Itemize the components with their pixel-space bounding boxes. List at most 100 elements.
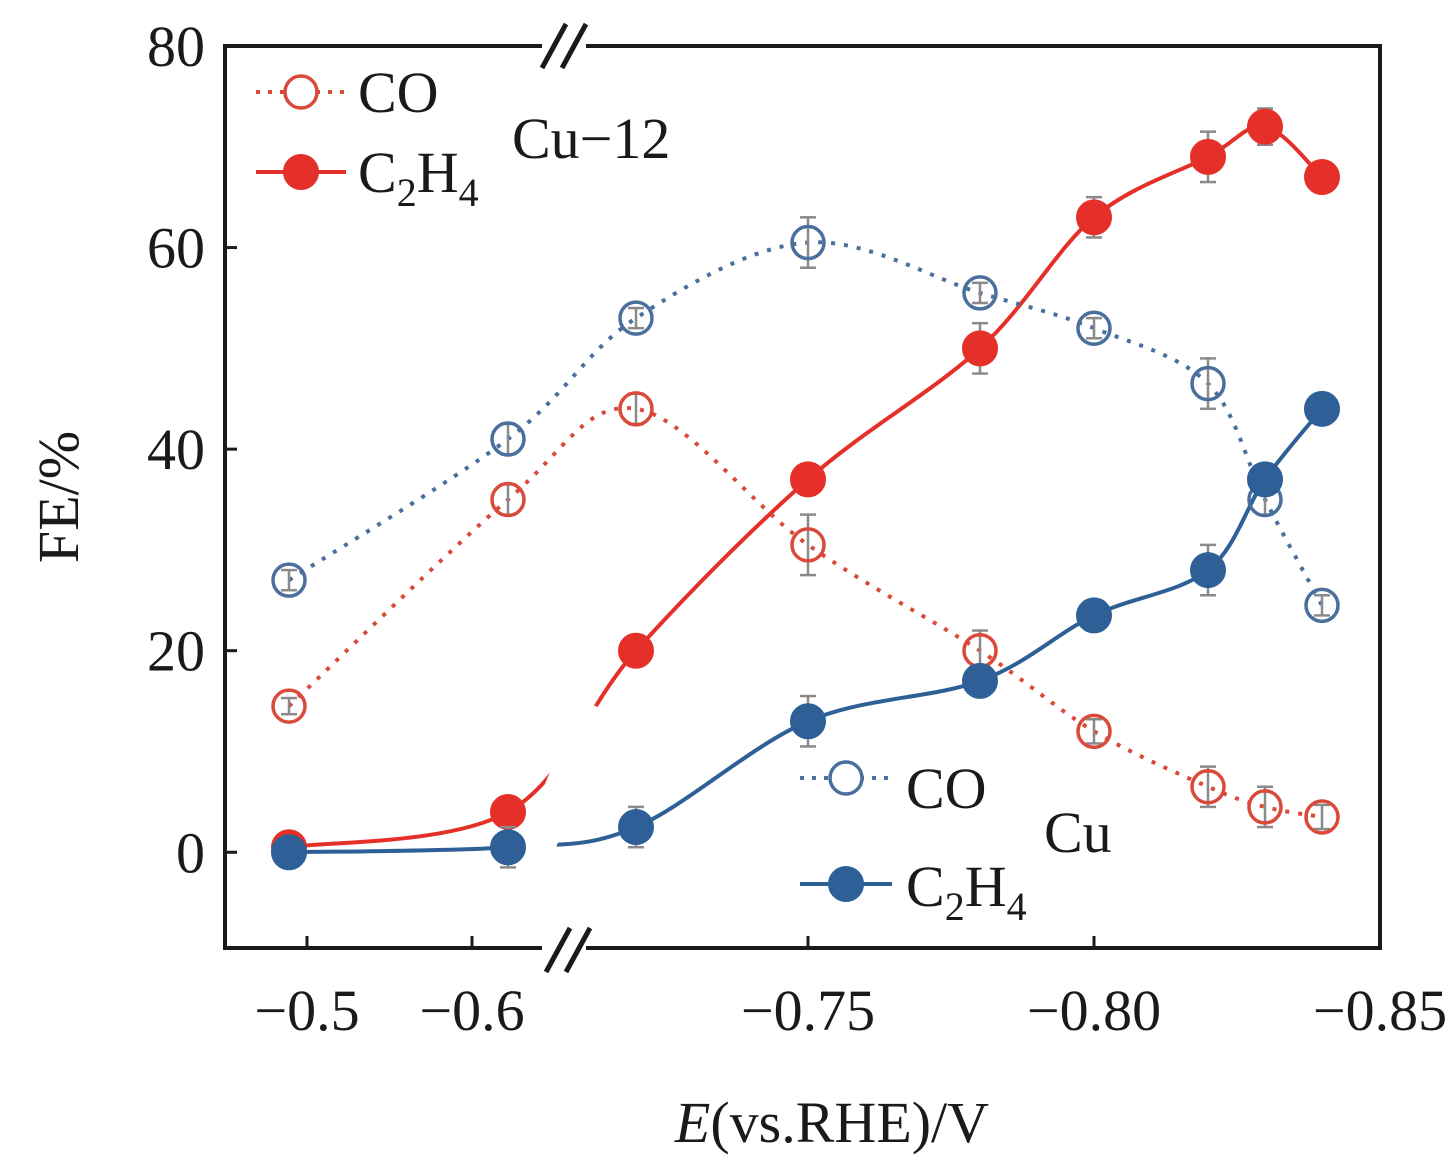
marker-filled [490,793,526,830]
marker-open [1304,799,1340,835]
series-0-point-0 [271,688,307,724]
marker-open [271,688,307,724]
top-axis-break-mark-left [539,22,569,70]
series-0-point-7 [1247,785,1283,829]
marker-filled [1190,552,1226,589]
axis-ticks [225,44,1096,948]
series-2-point-6 [1190,357,1226,411]
x-tick-label-0: −0.5 [254,978,359,1043]
marker-open [1190,365,1226,402]
series-3-point-2 [618,805,654,849]
series-1-point-1 [490,793,526,830]
marker-filled [1304,390,1340,427]
top-axis-break-mark-right [559,22,589,70]
legend-group-label-cu: Cu [1044,800,1112,865]
series-1-point-8 [1304,159,1340,196]
series-2-point-8 [1304,587,1340,624]
series-3-point-6 [1190,543,1226,597]
x-axis-title-rest: (vs.RHE)/V [710,1090,989,1155]
marker-filled [618,809,654,846]
legend-cu12-co-marker [283,74,319,110]
bottom-axis-break-mark-left [543,926,573,974]
x-tick-label-3: −0.80 [1027,978,1161,1043]
series-2-point-5 [1076,310,1112,346]
series-0-point-5 [1076,713,1112,750]
marker-filled [962,330,998,367]
series-2-line [287,240,1324,607]
data-break-gap [519,699,611,861]
series-1-point-3 [790,461,826,498]
marker-open [1247,789,1283,825]
legend-cu12-c2h4-label: C2H4 [358,140,479,215]
series-2-point-1 [490,421,526,457]
y-axis-title: FE/% [26,431,91,563]
y-tick-label-60: 60 [147,216,205,281]
marker-open [1190,768,1226,805]
marker-open [618,300,654,336]
marker-filled [1304,159,1340,196]
legend-cu: CO C2H4 Cu [800,756,1112,929]
series-3-point-3 [790,694,826,748]
marker-open [618,391,654,427]
marker-filled [1076,199,1112,236]
y-tick-label-0: 0 [176,820,205,885]
marker-open [271,562,307,598]
legend-cu12-c2h4-marker [283,154,319,190]
legend-cu-c2h4-sub2: 2 [945,884,965,929]
series-1-point-5 [1076,195,1112,239]
marker-filled [1247,108,1283,145]
legend-group-label-cu12: Cu−12 [512,106,670,171]
marker-filled [1076,597,1112,634]
series-2-point-0 [271,562,307,598]
marker-open [490,421,526,457]
marker-filled [1247,461,1283,498]
series-2-point-3 [790,216,826,269]
x-tick-label-2: −0.75 [741,978,875,1043]
marker-filled [962,662,998,699]
series-0-point-1 [490,481,526,518]
plot-frame [223,44,1382,950]
series-1-point-4 [962,321,998,375]
marker-filled [271,834,307,871]
series-2-point-4 [962,275,998,311]
x-axis-title-variable: E [674,1090,710,1155]
series-1-point-6 [1190,130,1226,184]
x-tick-label-1: −0.6 [419,978,524,1043]
y-tick-label-80: 80 [147,14,205,79]
legend-cu12-co-label: CO [358,60,439,125]
legend-cu12-c2h4-sub2: 2 [397,170,417,215]
series-0-point-2 [618,391,654,427]
x-axis-title: E(vs.RHE)/V [674,1090,989,1155]
x-tick-label-4: −0.85 [1313,978,1447,1043]
marker-filled [790,461,826,498]
legend-cu12: CO C2H4 Cu−12 [256,60,670,215]
series-1-point-2 [618,632,654,669]
legend-cu-c2h4-label: C2H4 [906,854,1027,929]
plot-area [271,107,1340,871]
bottom-axis-break-mark-right [563,926,593,974]
series-1-point-7 [1247,107,1283,147]
marker-open [790,224,826,261]
marker-open [1076,713,1112,750]
marker-open [490,481,526,518]
series-0-point-8 [1304,799,1340,835]
marker-open [1304,587,1340,624]
legend-cu12-c2h4-c: C [358,140,397,205]
legend-cu12-c2h4-h: H [417,140,459,205]
legend-cu-c2h4-h: H [965,854,1007,919]
legend-cu-c2h4-c: C [906,854,945,919]
series-3-point-0 [271,834,307,871]
legend-cu12-c2h4-sub4: 4 [459,170,479,215]
series-3-point-1 [490,825,526,869]
marker-filled [1190,138,1226,175]
marker-open [790,527,826,563]
marker-open [1076,310,1112,346]
y-tick-label-40: 40 [147,417,205,482]
marker-filled [790,703,826,740]
legend-cu-co-marker [828,760,864,796]
marker-open [962,275,998,311]
series-0-point-3 [790,513,826,577]
marker-filled [490,829,526,866]
y-tick-label-20: 20 [147,619,205,684]
